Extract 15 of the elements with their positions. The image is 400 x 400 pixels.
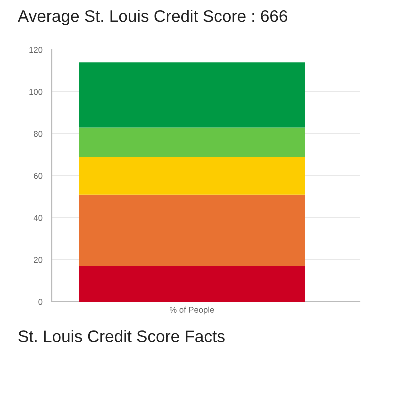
bar	[79, 62, 306, 128]
bar	[79, 128, 306, 158]
bar	[79, 194, 306, 266]
text: St. Louis Credit Score Facts	[18, 330, 225, 342]
y-tick-label: 40	[34, 215, 43, 222]
y-tick-label: 100	[30, 89, 43, 96]
x-tick-label: % of People	[170, 306, 214, 315]
chart-title: Average St. Louis Credit Score : 666	[18, 10, 288, 26]
y-tick-label: 20	[34, 257, 43, 264]
bar	[79, 266, 306, 302]
y-tick-label: 0	[38, 299, 43, 306]
bar	[79, 157, 306, 195]
y-tick-label: 60	[34, 173, 43, 180]
y-tick-label: 120	[30, 47, 43, 54]
y-tick-label: 80	[34, 131, 43, 138]
